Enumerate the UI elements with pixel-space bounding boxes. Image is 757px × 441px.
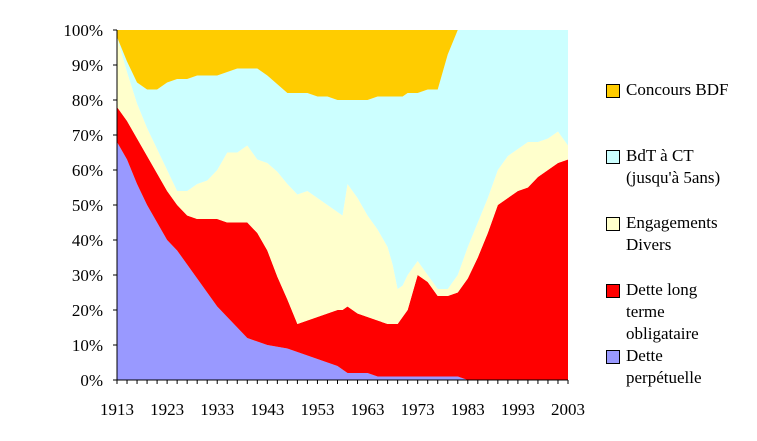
y-tick-label: 10% xyxy=(72,336,103,355)
legend-swatch-concours-bdf xyxy=(606,84,620,98)
y-tick-label: 90% xyxy=(72,56,103,75)
y-tick-label: 60% xyxy=(72,161,103,180)
x-tick-label: 1953 xyxy=(300,400,334,419)
x-tick-label: 1923 xyxy=(150,400,184,419)
legend-item-bdt-ct: BdT à CT (jusqu'à 5ans) xyxy=(606,145,756,189)
plot-area xyxy=(117,30,568,380)
area-dette-long-terme-obligataire xyxy=(117,107,568,380)
x-tick-label: 1973 xyxy=(401,400,435,419)
y-tick-label: 20% xyxy=(72,301,103,320)
y-tick-label: 50% xyxy=(72,196,103,215)
legend-swatch-bdt-ct xyxy=(606,150,620,164)
y-tick-label: 40% xyxy=(72,231,103,250)
y-tick-label: 70% xyxy=(72,126,103,145)
y-tick-label: 30% xyxy=(72,266,103,285)
legend-item-dette-long-terme: Dette long terme obligataire xyxy=(606,279,756,345)
legend-swatch-dette-long-terme xyxy=(606,284,620,298)
x-tick-label: 1913 xyxy=(100,400,134,419)
x-tick-label: 1933 xyxy=(200,400,234,419)
legend-label-bdt-ct: BdT à CT (jusqu'à 5ans) xyxy=(626,146,721,187)
y-tick-label: 80% xyxy=(72,91,103,110)
legend-label-engagements-divers: Engagements Divers xyxy=(626,213,718,254)
x-tick-label: 1983 xyxy=(451,400,485,419)
legend-swatch-engagements-divers xyxy=(606,217,620,231)
legend-item-engagements-divers: Engagements Divers xyxy=(606,212,756,256)
x-tick-label: 1963 xyxy=(351,400,385,419)
x-axis-ticks: 1913 1923 1933 1943 1953 1963 1973 1983 1993 2003 xyxy=(100,380,585,419)
legend-label-concours-bdf: Concours BDF xyxy=(626,80,729,99)
y-axis-ticks: 0% 10% 20% 30% 40% 50% 60% 70% 80% 90% 100% xyxy=(63,21,117,390)
x-tick-label: 1943 xyxy=(250,400,284,419)
y-tick-label: 0% xyxy=(80,371,103,390)
legend-item-concours-bdf: Concours BDF xyxy=(606,79,756,101)
area-bdt-a-ct-jusqu-a-5ans xyxy=(117,30,568,289)
area-dette-perpetuelle xyxy=(117,142,568,380)
legend-label-dette-perpetuelle: Dette perpétuelle xyxy=(626,346,702,387)
legend-label-dette-long-terme: Dette long terme obligataire xyxy=(626,280,699,343)
x-tick-label: 1993 xyxy=(501,400,535,419)
y-tick-label: 100% xyxy=(63,21,103,40)
x-tick-label: 2003 xyxy=(551,400,585,419)
legend-item-dette-perpetuelle: Dette perpétuelle xyxy=(606,345,756,389)
legend-swatch-dette-perpetuelle xyxy=(606,350,620,364)
area-concours-bdf xyxy=(117,30,568,100)
